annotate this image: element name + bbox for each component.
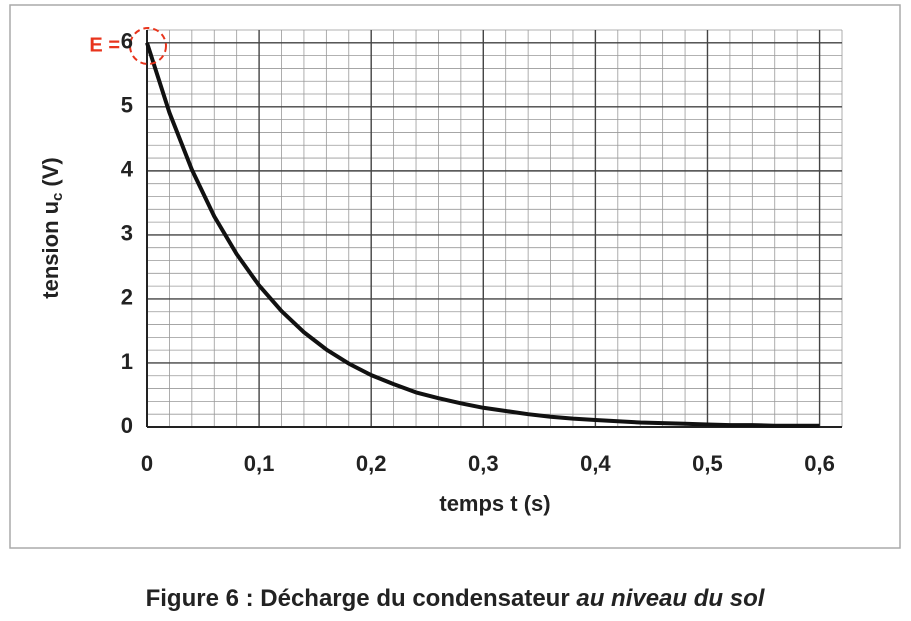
y-tick-label: 0 (121, 413, 133, 438)
y-label: tension uc (V) (38, 157, 66, 298)
frame (9, 4, 901, 549)
y-label-unit: (V) (38, 157, 63, 186)
caption-main: Figure 6 : Décharge du condensateur (146, 585, 570, 612)
y-tick-label: 1 (121, 349, 133, 374)
x-label: temps t (s) (439, 491, 550, 516)
y-tick-label: 2 (121, 285, 133, 310)
x-tick-label: 0 (141, 451, 153, 476)
x-tick-label: 0,6 (804, 451, 835, 476)
y-tick-label: 4 (121, 157, 134, 182)
x-tick-label: 0,2 (356, 451, 387, 476)
y-tick-label: 5 (121, 93, 133, 118)
caption-italic: au niveau du sol (576, 585, 765, 612)
line (145, 42, 820, 428)
grid (146, 29, 843, 428)
y-tick-label: 6 (121, 29, 133, 54)
y-tick-label: 3 (121, 221, 133, 246)
x-tick-label: 0,5 (692, 451, 723, 476)
y-label-main: tension u (38, 201, 63, 299)
plot (145, 42, 820, 428)
x-tick-label: 0,3 (468, 451, 499, 476)
annotation-circle (129, 27, 167, 65)
x-tick-label: 0,1 (244, 451, 275, 476)
annotation: E = (89, 34, 120, 56)
y-label-sub: c (49, 193, 66, 201)
caption: Figure 6 : Décharge du condensateur au n… (146, 585, 766, 612)
x-tick-label: 0,4 (580, 451, 611, 476)
